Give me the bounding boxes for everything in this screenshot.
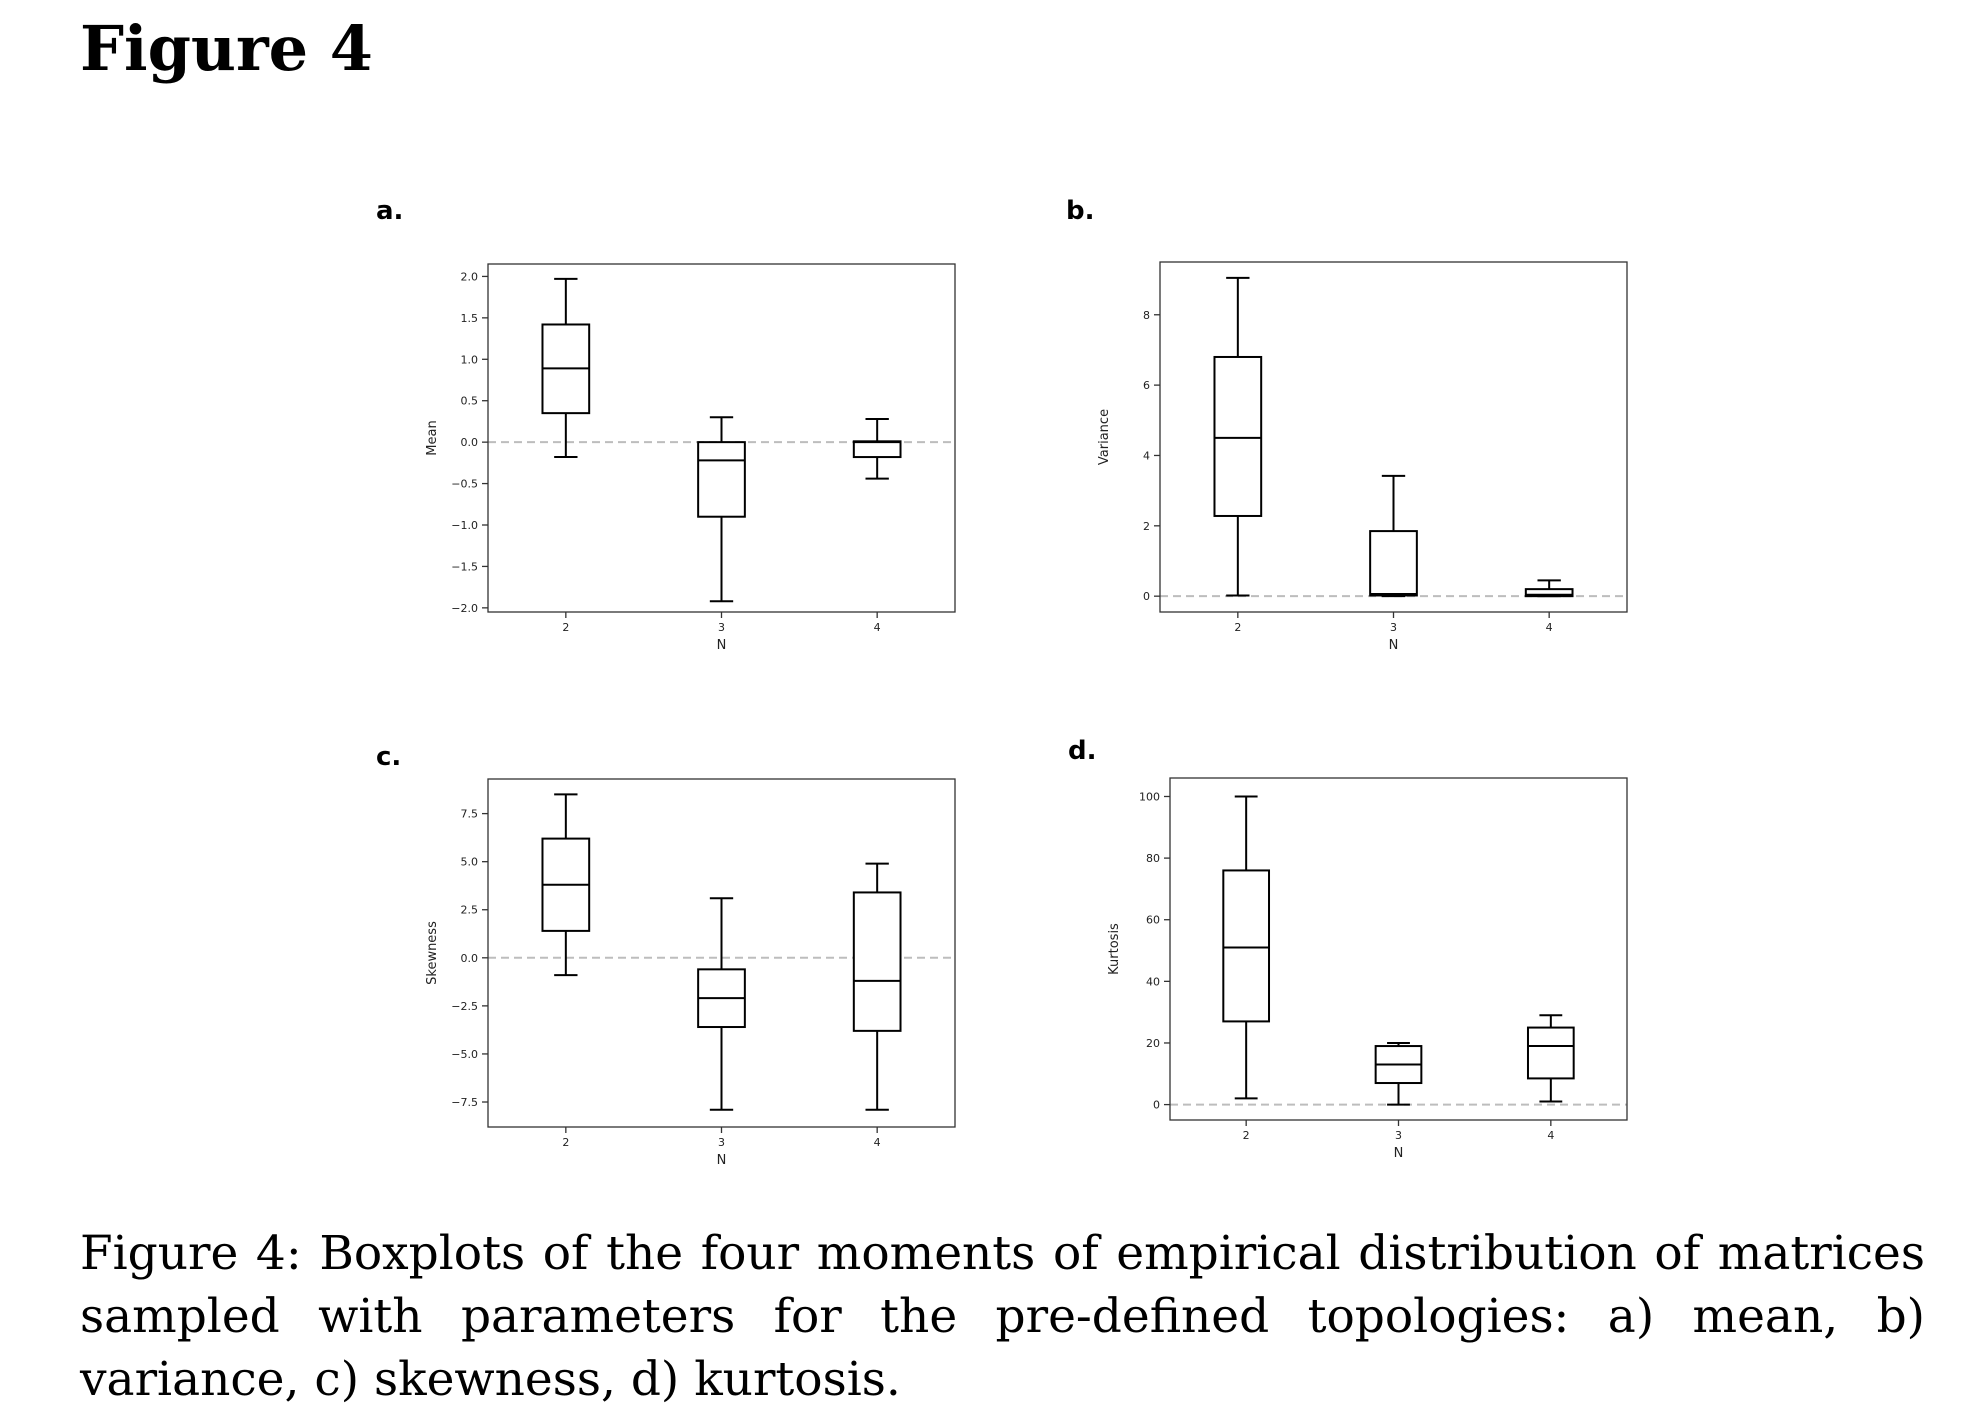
x-tick-label: 2 [562, 1136, 569, 1149]
y-tick-label: −1.5 [451, 560, 478, 573]
y-tick-label: 6 [1143, 379, 1150, 392]
x-tick-label: 3 [1390, 621, 1397, 634]
x-axis-label: N [1394, 1146, 1404, 1161]
x-axis-label: N [717, 638, 727, 653]
y-tick-label: 0.0 [461, 952, 479, 965]
y-axis-label: Skewness [425, 921, 440, 985]
plot-frame [1169, 777, 1628, 1121]
y-tick-label: 0.0 [461, 436, 479, 449]
box-iqr [852, 891, 902, 1032]
box-iqr [1213, 355, 1263, 517]
y-tick-label: 20 [1146, 1037, 1160, 1050]
y-tick-label: 1.0 [461, 353, 479, 366]
y-tick-label: 8 [1143, 309, 1150, 322]
y-axis-label: Variance [1097, 409, 1112, 465]
panel-label-a: a. [376, 196, 404, 226]
x-tick-label: 2 [562, 621, 569, 634]
y-tick-label: −0.5 [451, 478, 478, 491]
x-tick-label: 4 [1547, 1129, 1554, 1142]
y-axis-label: Kurtosis [1107, 923, 1122, 975]
y-tick-label: −5.0 [451, 1048, 478, 1061]
y-tick-label: 0.5 [461, 395, 479, 408]
x-axis-label: N [717, 1153, 727, 1168]
plot-frame [487, 778, 956, 1128]
box-iqr [1526, 1026, 1575, 1080]
x-axis-label: N [1389, 638, 1399, 653]
y-tick-label: 2.0 [461, 270, 479, 283]
figure-caption: Figure 4: Boxplots of the four moments o… [80, 1226, 1925, 1407]
x-tick-label: 3 [1395, 1129, 1402, 1142]
y-tick-label: 4 [1143, 449, 1150, 462]
y-tick-label: 7.5 [461, 808, 479, 821]
y-tick-label: −7.5 [451, 1096, 478, 1109]
y-tick-label: −1.0 [451, 519, 478, 532]
y-tick-label: 80 [1146, 852, 1160, 865]
y-tick-label: 0 [1143, 590, 1150, 603]
y-tick-label: 1.5 [461, 312, 479, 325]
x-tick-label: 4 [1546, 621, 1553, 634]
x-tick-label: 3 [718, 621, 725, 634]
y-tick-label: −2.0 [451, 602, 478, 615]
figure-title: Figure 4 [80, 12, 373, 85]
box-iqr [1222, 869, 1271, 1023]
x-tick-label: 4 [874, 1136, 881, 1149]
plot-frame [1159, 261, 1628, 613]
y-tick-label: 40 [1146, 975, 1160, 988]
x-tick-label: 2 [1234, 621, 1241, 634]
panel-label-b: b. [1066, 196, 1095, 226]
y-tick-label: 100 [1139, 790, 1160, 803]
y-axis-label: Mean [425, 420, 440, 455]
y-tick-label: 2 [1143, 520, 1150, 533]
x-tick-label: 3 [718, 1136, 725, 1149]
x-tick-label: 2 [1243, 1129, 1250, 1142]
y-tick-label: 5.0 [461, 856, 479, 869]
box-iqr [1524, 588, 1574, 598]
y-tick-label: 60 [1146, 914, 1160, 927]
plot-frame [487, 263, 956, 613]
y-tick-label: 0 [1153, 1099, 1160, 1112]
box-iqr [1369, 530, 1418, 597]
y-tick-label: −2.5 [451, 1000, 478, 1013]
y-tick-label: 2.5 [461, 904, 479, 917]
panel-label-c: c. [376, 742, 402, 772]
panel-label-d: d. [1068, 736, 1097, 766]
box-iqr [697, 441, 746, 518]
x-tick-label: 4 [874, 621, 881, 634]
